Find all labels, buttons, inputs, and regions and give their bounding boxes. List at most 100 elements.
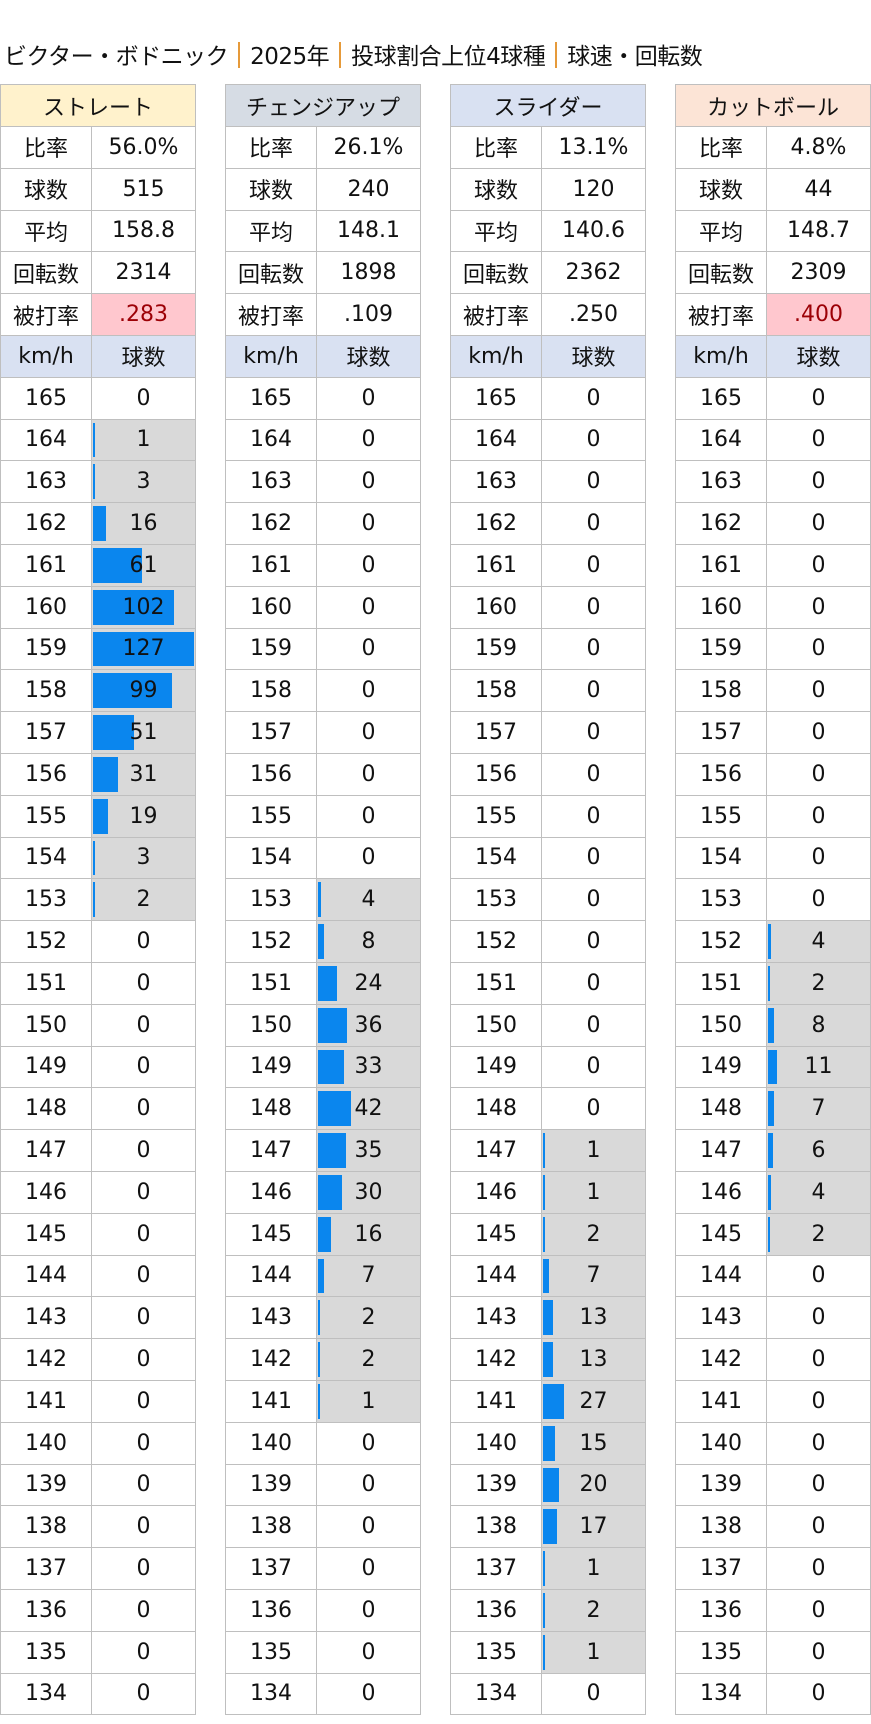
speed-label: 163 <box>675 460 767 504</box>
pitch-count-cell: 0 <box>541 878 646 922</box>
pitch-name-header: カットボール <box>675 84 871 127</box>
page-title: ビクター・ボドニック 2025年 投球割合上位4球種 球速・回転数 <box>4 40 703 74</box>
stat-label: 球数 <box>450 167 542 211</box>
count-bar <box>318 1384 320 1419</box>
speed-label: 140 <box>675 1421 767 1465</box>
count-value: 4 <box>811 929 826 955</box>
pitch-count-cell: 0 <box>316 460 421 504</box>
speed-label: 155 <box>450 794 542 838</box>
count-value: 7 <box>811 1096 826 1122</box>
speed-label: 151 <box>225 962 317 1005</box>
count-value: 0 <box>811 887 826 913</box>
count-bar <box>768 1133 773 1168</box>
stat-label: 球数 <box>675 167 767 211</box>
pitch-count-cell: 0 <box>91 1380 196 1423</box>
count-bar <box>318 1216 331 1252</box>
pitch-count-cell: 7 <box>541 1254 646 1298</box>
stat-label: 比率 <box>225 126 317 169</box>
count-bar <box>543 1634 545 1670</box>
count-bar <box>318 882 322 918</box>
count-value: 4 <box>361 887 376 913</box>
speed-label: 155 <box>675 794 767 838</box>
pitch-count-cell: 0 <box>316 794 421 838</box>
stat-value: 140.6 <box>541 209 646 253</box>
speed-label: 138 <box>0 1505 92 1549</box>
count-value: 0 <box>136 1639 151 1665</box>
stat-label: 比率 <box>0 126 92 169</box>
count-bar <box>543 1258 549 1294</box>
stat-value: .250 <box>541 293 646 336</box>
pitch-name-header: チェンジアップ <box>225 84 421 127</box>
count-value: 0 <box>811 1472 826 1498</box>
count-value: 0 <box>361 678 376 704</box>
count-bar <box>543 1300 554 1336</box>
pitch-count-cell: 13 <box>541 1296 646 1340</box>
speed-label: 145 <box>0 1212 92 1256</box>
count-value: 30 <box>354 1179 383 1205</box>
count-value: 0 <box>586 385 601 411</box>
pitch-count-cell: 0 <box>316 376 421 420</box>
count-bar <box>543 1509 557 1545</box>
speed-label: 147 <box>0 1129 92 1172</box>
stat-label: 平均 <box>675 209 767 253</box>
stat-value: 44 <box>766 167 871 211</box>
speed-label: 148 <box>0 1087 92 1131</box>
title-separator <box>339 42 342 68</box>
pitch-count-cell: 0 <box>541 962 646 1005</box>
speed-label: 144 <box>675 1254 767 1298</box>
count-value: 0 <box>136 1263 151 1289</box>
count-value: 0 <box>811 594 826 620</box>
pitch-count-cell: 0 <box>541 1087 646 1131</box>
speed-label: 161 <box>675 544 767 587</box>
speed-label: 143 <box>0 1296 92 1340</box>
pitch-count-cell: 0 <box>766 1296 871 1340</box>
count-value: 0 <box>361 1430 376 1456</box>
pitch-count-cell: 2 <box>541 1212 646 1256</box>
speed-label: 149 <box>675 1045 767 1089</box>
pitch-count-cell: 20 <box>541 1463 646 1507</box>
speed-label: 165 <box>225 376 317 420</box>
pitch-count-cell: 0 <box>316 502 421 545</box>
speed-label: 164 <box>450 418 542 462</box>
pitch-count-cell: 0 <box>91 1254 196 1298</box>
count-value: 35 <box>354 1138 383 1164</box>
pitch-count-cell: 11 <box>766 1045 871 1089</box>
count-value: 0 <box>811 845 826 871</box>
speed-label: 161 <box>450 544 542 587</box>
count-value: 20 <box>579 1472 608 1498</box>
speed-label: 154 <box>0 836 92 880</box>
speed-label: 159 <box>225 627 317 671</box>
pitch-count-cell: 33 <box>316 1045 421 1089</box>
pitch-count-cell: 0 <box>541 376 646 420</box>
count-value: 61 <box>129 552 158 578</box>
pitch-count-cell: 0 <box>541 502 646 545</box>
speed-label: 164 <box>225 418 317 462</box>
count-value: 0 <box>361 636 376 662</box>
speed-label: 163 <box>0 460 92 504</box>
count-value: 0 <box>586 427 601 453</box>
pitch-count-cell: 0 <box>91 1296 196 1340</box>
count-value: 0 <box>811 385 826 411</box>
stat-label: 回転数 <box>225 251 317 295</box>
count-value: 0 <box>136 1597 151 1623</box>
count-value: 0 <box>361 761 376 787</box>
count-value: 0 <box>136 1221 151 1247</box>
pitch-count-cell: 0 <box>91 1672 196 1716</box>
pitch-count-cell: 0 <box>541 1003 646 1047</box>
stat-label: 比率 <box>450 126 542 169</box>
speed-label: 161 <box>225 544 317 587</box>
count-bar <box>543 1467 559 1503</box>
speed-label: 149 <box>225 1045 317 1089</box>
pitch-count-cell: 0 <box>541 1045 646 1089</box>
speed-label: 152 <box>675 920 767 963</box>
speed-label: 149 <box>450 1045 542 1089</box>
stat-label: 回転数 <box>675 251 767 295</box>
pitch-count-cell: 0 <box>766 460 871 504</box>
count-value: 8 <box>811 1012 826 1038</box>
speed-label: 136 <box>0 1589 92 1632</box>
speed-label: 164 <box>675 418 767 462</box>
speed-label: 161 <box>0 544 92 587</box>
speed-label: 134 <box>450 1672 542 1716</box>
pitch-count-cell: 3 <box>91 836 196 880</box>
count-value: 24 <box>354 970 383 996</box>
